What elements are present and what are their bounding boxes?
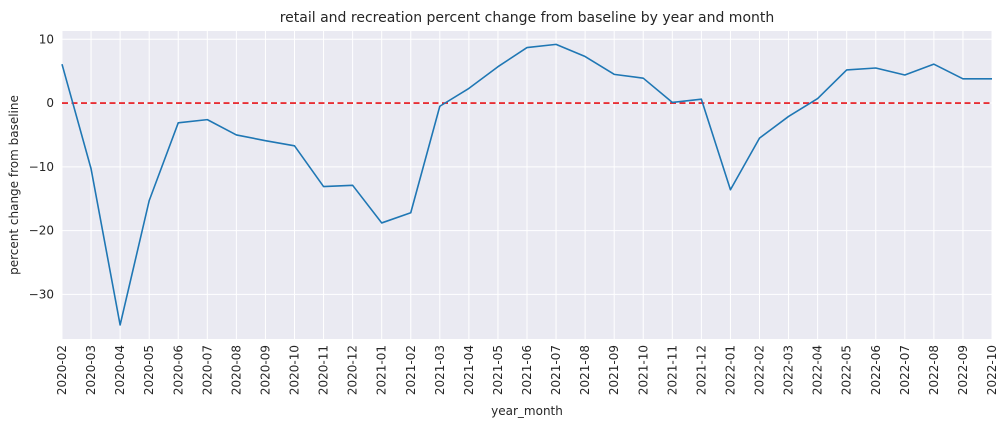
x-tick-label: 2021-10 (636, 345, 650, 395)
x-tick-label: 2020-02 (55, 345, 69, 395)
y-tick-label: 10 (39, 32, 54, 46)
x-tick-label: 2022-02 (753, 345, 767, 395)
y-tick-label: 0 (46, 96, 54, 110)
x-tick-label: 2021-03 (433, 345, 447, 395)
x-tick-label: 2021-01 (375, 345, 389, 395)
x-tick-label: 2022-08 (927, 345, 941, 395)
grid-lines (61, 31, 993, 339)
x-tick-label: 2020-10 (288, 345, 302, 395)
x-tick-label: 2021-04 (462, 345, 476, 395)
x-tick-label: 2020-07 (200, 345, 214, 395)
x-axis-label: year_month (491, 404, 563, 418)
x-tick-label: 2020-06 (171, 345, 185, 395)
x-tick-label: 2021-05 (491, 345, 505, 395)
y-tick-label: −30 (29, 287, 54, 301)
x-tick-label: 2021-07 (549, 345, 563, 395)
x-tick-label: 2021-06 (520, 345, 534, 395)
x-tick-label: 2020-05 (142, 345, 156, 395)
x-tick-label: 2020-12 (346, 345, 360, 395)
x-tick-labels: 2020-02 2020-03 2020-04 2020-05 2020-06 2020-… (55, 345, 999, 395)
x-tick-label: 2022-10 (985, 345, 999, 395)
x-tick-label: 2021-09 (607, 345, 621, 395)
x-tick-label: 2022-03 (782, 345, 796, 395)
chart-title: retail and recreation percent change fro… (280, 10, 775, 26)
series-line (61, 43, 992, 326)
x-tick-label: 2020-03 (84, 345, 98, 395)
y-axis-label: percent change from baseline (7, 95, 21, 275)
x-tick-label: 2022-09 (956, 345, 970, 395)
x-tick-label: 2022-07 (898, 345, 912, 395)
x-tick-label: 2021-11 (665, 345, 679, 395)
x-tick-label: 2020-08 (229, 345, 243, 395)
y-tick-label: −10 (29, 160, 54, 174)
x-tick-label: 2020-11 (317, 345, 331, 395)
x-tick-label: 2021-08 (578, 345, 592, 395)
y-tick-label: −20 (29, 224, 54, 238)
x-tick-label: 2021-12 (694, 345, 708, 395)
x-tick-label: 2022-01 (723, 345, 737, 395)
x-tick-label: 2022-05 (840, 345, 854, 395)
x-tick-label: 2021-02 (404, 345, 418, 395)
y-tick-labels: 10 0 −10 −20 −30 (29, 32, 54, 301)
x-tick-label: 2022-04 (811, 345, 825, 395)
x-tick-label: 2020-09 (258, 345, 272, 395)
x-tick-label: 2022-06 (869, 345, 883, 395)
x-tick-label: 2020-04 (113, 345, 127, 395)
